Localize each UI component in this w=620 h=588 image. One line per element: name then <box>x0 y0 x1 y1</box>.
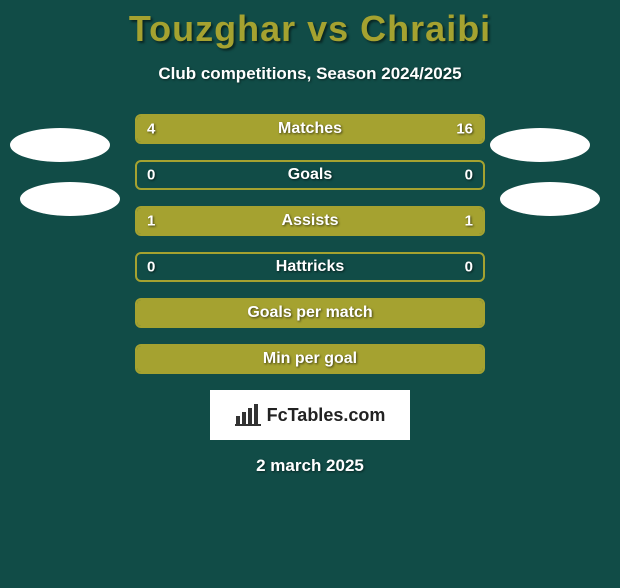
stat-label: Assists <box>282 212 339 230</box>
player-badge-left-2 <box>20 182 120 216</box>
stat-value-left: 0 <box>147 167 155 184</box>
stat-fill-right <box>206 116 483 142</box>
stat-row: 0 0 Goals <box>135 160 485 190</box>
player-badge-left-1 <box>10 128 110 162</box>
stat-label: Min per goal <box>263 350 357 368</box>
branding-text: FcTables.com <box>267 405 386 426</box>
stat-row: Goals per match <box>135 298 485 328</box>
stat-row: Min per goal <box>135 344 485 374</box>
player-badge-right-2 <box>500 182 600 216</box>
page-title: Touzghar vs Chraibi <box>0 8 620 50</box>
stat-row: 1 1 Assists <box>135 206 485 236</box>
stat-value-right: 0 <box>465 167 473 184</box>
stat-value-left: 4 <box>147 121 155 138</box>
branding-chart-icon <box>235 404 261 426</box>
stat-label: Matches <box>278 120 342 138</box>
stat-row: 4 16 Matches <box>135 114 485 144</box>
stat-label: Goals <box>288 166 332 184</box>
date-line: 2 march 2025 <box>0 456 620 476</box>
player-badge-right-1 <box>490 128 590 162</box>
stat-value-left: 1 <box>147 213 155 230</box>
stat-value-right: 1 <box>465 213 473 230</box>
page-subtitle: Club competitions, Season 2024/2025 <box>0 64 620 84</box>
stats-container: 4 16 Matches 0 0 Goals 1 1 Assists 0 0 Hattricks Goa… <box>135 114 485 374</box>
stat-label: Hattricks <box>276 258 344 276</box>
stat-row: 0 0 Hattricks <box>135 252 485 282</box>
stat-label: Goals per match <box>247 304 372 322</box>
stat-value-left: 0 <box>147 259 155 276</box>
stat-value-right: 0 <box>465 259 473 276</box>
branding-box[interactable]: FcTables.com <box>210 390 410 440</box>
stat-value-right: 16 <box>456 121 473 138</box>
